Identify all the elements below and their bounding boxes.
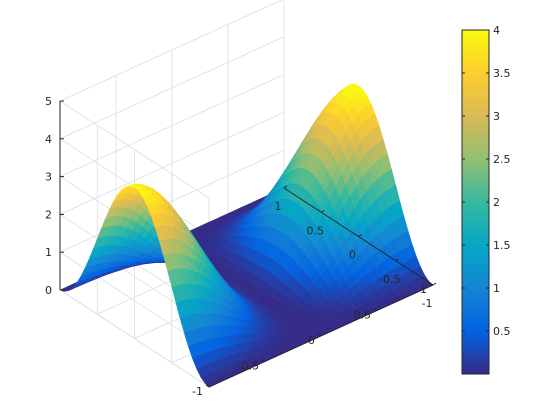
x-tick-label: -1: [192, 385, 203, 398]
z-tick-label: 1: [45, 246, 52, 259]
colorbar-tick-label: 2.5: [493, 153, 511, 166]
z-tick-label: 3: [45, 171, 52, 184]
x-tick-label: 0.5: [354, 309, 372, 322]
x-tick: [317, 333, 322, 337]
colorbar-gradient: [461, 29, 490, 375]
colorbar-tick-label: 2: [493, 196, 500, 209]
y-tick-label: 1: [275, 200, 282, 213]
z-tick-label: 4: [45, 133, 52, 146]
y-tick: [395, 258, 400, 262]
colorbar-tick-label: 3: [493, 110, 500, 123]
colorbar-tick-label: 3.5: [493, 67, 511, 80]
colorbar: 0.5 1 1.5 2 2.5 3 3.5 4: [461, 24, 511, 375]
y-tick-label: -1: [422, 297, 433, 310]
y-tick: [432, 282, 437, 286]
x-tick-label: 0: [308, 334, 315, 347]
y-tick-label: -0.5: [379, 273, 400, 286]
y-tick-label: 0.5: [307, 224, 325, 237]
z-tick-label: 2: [45, 208, 52, 221]
x-tick-label: -0.5: [238, 360, 259, 373]
colorbar-tick-label: 1: [493, 282, 500, 295]
z-tick-label: 0: [45, 284, 52, 297]
colorbar-tick-label: 0.5: [493, 325, 511, 338]
x-tick: [205, 384, 210, 388]
colorbar-tick-label: 4: [493, 24, 500, 37]
y-tick-label: 0: [349, 249, 356, 262]
y-tick: [358, 234, 362, 237]
colorbar-ticks: 0.5 1 1.5 2 2.5 3 3.5 4: [462, 24, 511, 338]
x-tick: [373, 308, 378, 311]
z-tick-label: 5: [45, 95, 52, 108]
y-tick: [283, 185, 288, 189]
x-tick-label: 1: [420, 283, 427, 296]
x-tick: [261, 359, 266, 362]
x-tick: [429, 282, 434, 286]
y-tick: [320, 209, 325, 213]
colorbar-tick-label: 1.5: [493, 239, 511, 252]
